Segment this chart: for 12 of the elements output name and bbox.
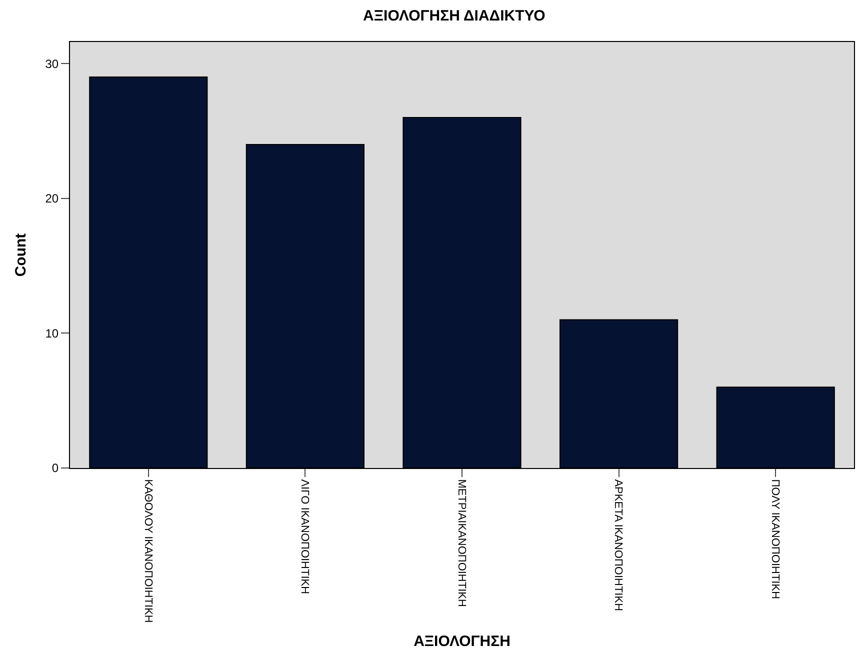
x-tick-label: ΑΡΚΕΤΑ ΙΚΑΝΟΠΟΙΗΤΙΚΗ [612, 479, 624, 612]
x-tick-label: ΚΑΘΟΛΟΥ ΙΚΑΝΟΠΟΙΗΤΙΚΗ [142, 479, 154, 623]
y-tick-label: 20 [45, 192, 59, 206]
x-tick-label: ΜΕΤΡΙΑΙΚΑΝΟΠΟΙΗΤΙΚΗ [455, 479, 468, 607]
x-tick-label: ΛΙΓΟ ΙΚΑΝΟΠΟΙΗΤΙΚΗ [298, 479, 311, 594]
y-axis-title: Count [12, 233, 30, 277]
y-tick-label: 0 [52, 461, 59, 476]
y-tick-label: 30 [45, 56, 59, 71]
y-tick-label: 10 [45, 326, 59, 340]
x-axis-title: ΑΞΙΟΛΟΓΗΣΗ [414, 633, 510, 650]
chart-title: ΑΞΙΟΛΟΓΗΣΗ ΔΙΑΔΙΚΤΥΟ [363, 7, 546, 24]
x-tick-label: ΠΟΛΥ ΙΚΑΝΟΠΟΙΗΤΙΚΗ [769, 479, 782, 600]
